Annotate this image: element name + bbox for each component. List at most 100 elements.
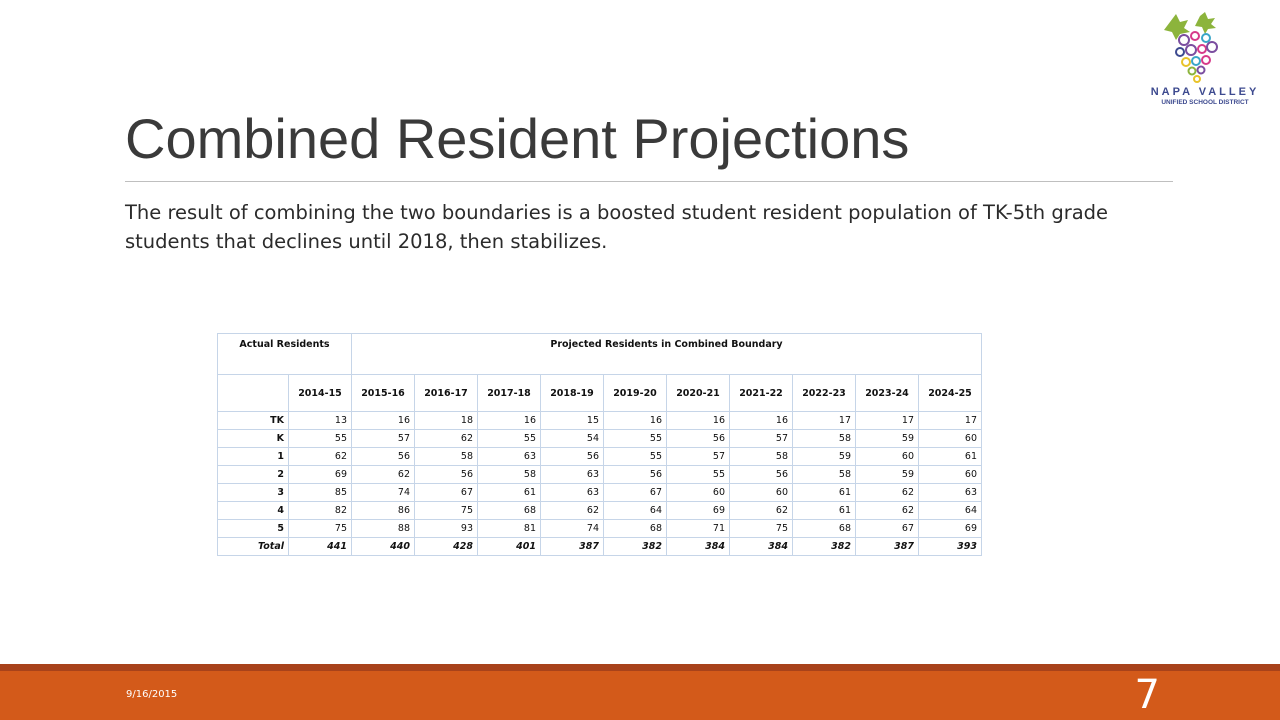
table-cell: 63	[540, 483, 604, 502]
table-cell: 62	[540, 501, 604, 520]
table-cell: 74	[351, 483, 415, 502]
table-cell: 68	[792, 519, 856, 538]
table-total-row: Total 441 440 428 401 387 382 384 384 382 387 393	[217, 537, 982, 556]
table-cell: 401	[477, 537, 541, 556]
table-cell: 384	[729, 537, 793, 556]
table-cell: 64	[918, 501, 982, 520]
header-projected-residents: Projected Residents in Combined Boundary	[351, 333, 982, 375]
row-label: 3	[217, 483, 289, 502]
table-cell: 61	[792, 501, 856, 520]
year-header: 2022-23	[792, 374, 856, 412]
table-cell: 387	[540, 537, 604, 556]
table-cell: 16	[603, 411, 667, 430]
table-cell: 61	[792, 483, 856, 502]
table-cell: 382	[603, 537, 667, 556]
table-cell: 67	[414, 483, 478, 502]
table-cell: 393	[918, 537, 982, 556]
leaf-left-icon	[1164, 14, 1190, 40]
district-logo	[1164, 12, 1218, 83]
table-cell: 69	[288, 465, 352, 484]
table-cell: 74	[540, 519, 604, 538]
year-header: 2014-15	[288, 374, 352, 412]
table-cell: 387	[855, 537, 919, 556]
table-cell: 69	[918, 519, 982, 538]
table-cell: 16	[351, 411, 415, 430]
table-cell: 56	[666, 429, 730, 448]
table-cell: 59	[792, 447, 856, 466]
table-cell: 16	[477, 411, 541, 430]
table-cell: 55	[477, 429, 541, 448]
table-cell: 67	[603, 483, 667, 502]
table-body: TK 13 16 18 16 15 16 16 16 17 17 17 K 55 57 62 55 54 55 56 5…	[217, 411, 982, 556]
table-cell: 55	[603, 429, 667, 448]
table-cell: 62	[288, 447, 352, 466]
table-cell: 16	[666, 411, 730, 430]
table-row: 5 75 88 93 81 74 68 71 75 68 67 69	[217, 519, 982, 538]
row-label: 1	[217, 447, 289, 466]
table-cell: 62	[855, 501, 919, 520]
footer-accent-bar	[0, 664, 1280, 671]
year-header: 2017-18	[477, 374, 541, 412]
table-cell: 58	[792, 429, 856, 448]
table-cell: 17	[792, 411, 856, 430]
table-cell: 60	[918, 465, 982, 484]
footer-bar	[0, 671, 1280, 720]
table-cell: 441	[288, 537, 352, 556]
year-header: 2020-21	[666, 374, 730, 412]
table-cell: 63	[918, 483, 982, 502]
slide-body-text: The result of combining the two boundari…	[125, 201, 1109, 253]
table-cell: 75	[414, 501, 478, 520]
year-header: 2018-19	[540, 374, 604, 412]
row-label: 2	[217, 465, 289, 484]
table-cell: 60	[729, 483, 793, 502]
table-cell: 57	[351, 429, 415, 448]
year-header: 2016-17	[414, 374, 478, 412]
slide-title: Combined Resident Projections	[125, 107, 910, 170]
table-cell: 57	[666, 447, 730, 466]
table-cell: 61	[918, 447, 982, 466]
table-cell: 382	[792, 537, 856, 556]
year-header-row: 2014-15 2015-16 2016-17 2017-18 2018-19 …	[217, 374, 982, 412]
table-cell: 428	[414, 537, 478, 556]
table-cell: 69	[666, 501, 730, 520]
table-cell: 61	[477, 483, 541, 502]
slide-date: 9/16/2015	[126, 689, 178, 700]
table-cell: 13	[288, 411, 352, 430]
table-cell: 60	[855, 447, 919, 466]
table-cell: 58	[729, 447, 793, 466]
table-cell: 15	[540, 411, 604, 430]
table-row: TK 13 16 18 16 15 16 16 16 17 17 17	[217, 411, 982, 430]
logo-wordmark: NAPA VALLEY	[1150, 86, 1260, 98]
logo-subtitle: UNIFIED SCHOOL DISTRICT	[1161, 99, 1249, 106]
table-cell: 93	[414, 519, 478, 538]
year-header: 2015-16	[351, 374, 415, 412]
table-cell: 56	[351, 447, 415, 466]
row-label: TK	[217, 411, 289, 430]
table-cell: 81	[477, 519, 541, 538]
leaf-right-icon	[1195, 12, 1216, 34]
table-cell: 384	[666, 537, 730, 556]
table-cell: 57	[729, 429, 793, 448]
page-number: 7	[1134, 672, 1160, 718]
table-cell: 60	[666, 483, 730, 502]
table-header-row: Actual Residents Projected Residents in …	[217, 333, 982, 375]
table-cell: 55	[288, 429, 352, 448]
table-cell: 63	[477, 447, 541, 466]
table-cell: 75	[288, 519, 352, 538]
table-cell: 62	[729, 501, 793, 520]
table-cell: 75	[729, 519, 793, 538]
projection-table: Actual Residents Projected Residents in …	[217, 333, 982, 556]
table-cell: 55	[666, 465, 730, 484]
table-cell: 54	[540, 429, 604, 448]
table-cell: 62	[414, 429, 478, 448]
table-cell: 85	[288, 483, 352, 502]
title-divider	[125, 181, 1173, 182]
table-cell: 56	[729, 465, 793, 484]
table-cell: 64	[603, 501, 667, 520]
table-cell: 62	[351, 465, 415, 484]
row-label: 5	[217, 519, 289, 538]
table-cell: 59	[855, 465, 919, 484]
table-cell: 17	[918, 411, 982, 430]
table-cell: 71	[666, 519, 730, 538]
table-cell: 63	[540, 465, 604, 484]
